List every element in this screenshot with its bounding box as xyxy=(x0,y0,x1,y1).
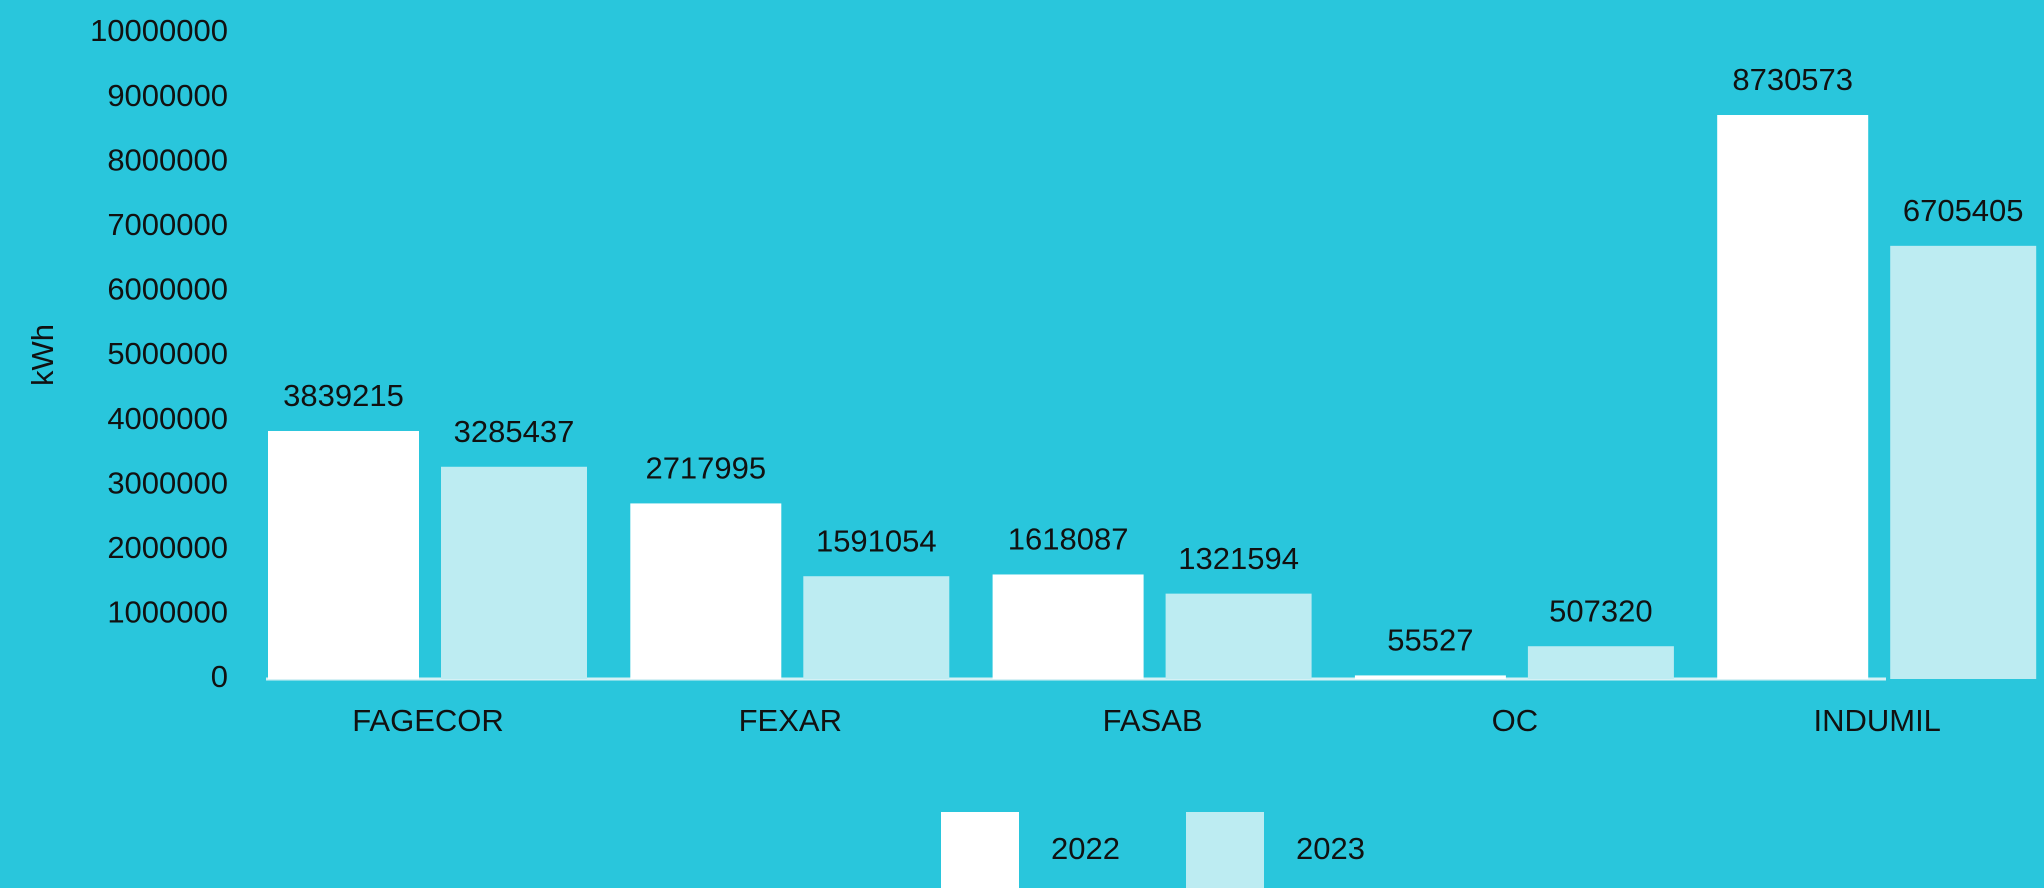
x-tick-label: INDUMIL xyxy=(1813,703,1940,738)
data-label: 3285437 xyxy=(454,414,575,449)
y-tick-label: 6000000 xyxy=(107,272,228,307)
y-tick-label: 9000000 xyxy=(107,78,228,113)
data-label: 1591054 xyxy=(816,523,937,558)
bar xyxy=(1165,593,1312,679)
y-tick-label: 2000000 xyxy=(107,530,228,565)
bar xyxy=(992,574,1144,679)
y-tick-label: 3000000 xyxy=(107,465,228,500)
legend-swatch xyxy=(941,812,1019,888)
bar xyxy=(1890,245,2037,679)
legend-label: 2022 xyxy=(1051,831,1120,866)
y-tick-label: 1000000 xyxy=(107,595,228,630)
data-label: 6705405 xyxy=(1903,193,2024,228)
data-label: 8730573 xyxy=(1732,62,1853,97)
legend-label: 2023 xyxy=(1296,831,1365,866)
data-label: 1321594 xyxy=(1178,541,1299,576)
data-label: 507320 xyxy=(1549,593,1652,628)
y-tick-label: 0 xyxy=(211,659,228,694)
y-tick-label: 10000000 xyxy=(90,13,228,48)
bar xyxy=(630,503,782,679)
bar xyxy=(1717,115,1869,679)
x-tick-label: FAGECOR xyxy=(352,703,504,738)
data-label: 1618087 xyxy=(1008,522,1129,557)
x-tick-label: FEXAR xyxy=(739,703,842,738)
y-tick-label: 5000000 xyxy=(107,336,228,371)
bar xyxy=(1354,675,1506,679)
data-label: 55527 xyxy=(1387,623,1473,658)
bar xyxy=(441,466,587,679)
x-tick-label: OC xyxy=(1492,703,1539,738)
legend-swatch xyxy=(1186,812,1264,888)
data-label: 3839215 xyxy=(283,378,404,413)
y-tick-label: 8000000 xyxy=(107,142,228,177)
bar xyxy=(268,430,419,679)
x-tick-label: FASAB xyxy=(1103,703,1203,738)
y-tick-label: 4000000 xyxy=(107,401,228,436)
y-tick-label: 7000000 xyxy=(107,207,228,242)
data-label: 2717995 xyxy=(645,451,766,486)
bar xyxy=(803,576,950,679)
y-axis-label: kWh xyxy=(25,324,60,386)
bar xyxy=(1527,646,1674,679)
